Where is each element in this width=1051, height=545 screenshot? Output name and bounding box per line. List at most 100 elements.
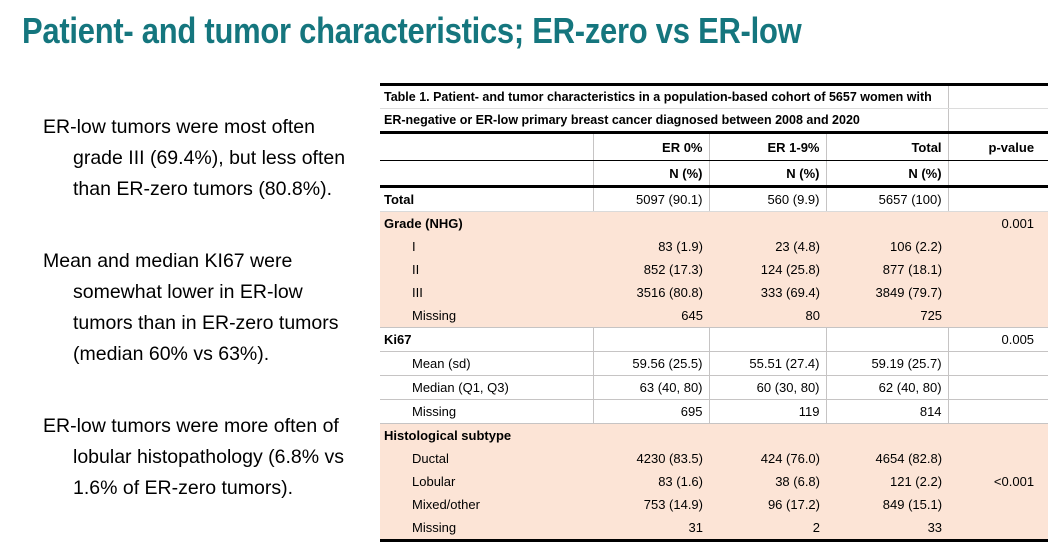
- row-label: Histological subtype: [380, 423, 593, 447]
- cell-value: 121 (2.2): [826, 470, 949, 493]
- row-label: III: [380, 281, 593, 304]
- cell-value: 852 (17.3): [593, 258, 709, 281]
- table-caption-line1: Table 1. Patient- and tumor characterist…: [380, 83, 949, 109]
- column-header-total: Total: [825, 132, 949, 161]
- row-label: Missing: [380, 304, 593, 328]
- table-row: Missing 695 119 814: [380, 399, 1049, 424]
- row-label: Median (Q1, Q3): [380, 375, 593, 400]
- row-label: Ki67: [380, 327, 593, 352]
- table-row: III 3516 (80.8) 333 (69.4) 3849 (79.7): [380, 281, 1049, 304]
- table-row: Mean (sd) 59.56 (25.5) 55.51 (27.4) 59.19 (…: [380, 351, 1049, 376]
- subheader-cell: N (%): [825, 160, 949, 188]
- cell-value: 333 (69.4): [709, 281, 826, 304]
- row-label: Missing: [380, 399, 593, 424]
- row-label: II: [380, 258, 593, 281]
- cell-value: [825, 327, 949, 352]
- cell-value: 4230 (83.5): [593, 447, 709, 470]
- cell-value: 23 (4.8): [709, 235, 826, 258]
- note-paragraph: ER-low tumors were more often of lobular…: [43, 415, 344, 499]
- cell-value: [948, 281, 1049, 304]
- table-caption-row: ER-negative or ER-low primary breast can…: [380, 108, 1049, 134]
- cell-value: 60 (30, 80): [708, 375, 826, 400]
- table-row: Grade (NHG) 0.001: [380, 211, 1049, 235]
- cell-value: [948, 304, 1049, 328]
- cell-value: 3849 (79.7): [826, 281, 949, 304]
- summary-notes: ER-low tumors were most often grade III …: [43, 112, 403, 545]
- cell-value: [592, 327, 709, 352]
- column-header-er0: ER 0%: [592, 132, 709, 161]
- cell-value: 814: [825, 399, 949, 424]
- cell-value: [948, 235, 1049, 258]
- row-label: Grade (NHG): [380, 211, 593, 235]
- cell-value: 849 (15.1): [826, 493, 949, 516]
- row-label: Mean (sd): [380, 351, 593, 376]
- cell-value: 80: [709, 304, 826, 328]
- cell-value: 33: [826, 516, 949, 542]
- cell-value: [593, 423, 709, 447]
- cell-value: 31: [593, 516, 709, 542]
- cell-value: [948, 423, 1049, 447]
- cell-value: [826, 423, 949, 447]
- subheader-cell: N (%): [708, 160, 826, 188]
- caption-side-cell: [948, 108, 1049, 134]
- cell-value: 83 (1.9): [593, 235, 709, 258]
- table-body: Total 5097 (90.1) 560 (9.9) 5657 (100) Grade…: [380, 186, 1049, 542]
- table-header-row: ER 0% ER 1-9% Total p-value: [380, 132, 1049, 161]
- cell-value: 96 (17.2): [709, 493, 826, 516]
- cell-value: 106 (2.2): [826, 235, 949, 258]
- cell-value: 4654 (82.8): [826, 447, 949, 470]
- table-row: Total 5097 (90.1) 560 (9.9) 5657 (100): [380, 186, 1049, 212]
- cell-value: 424 (76.0): [709, 447, 826, 470]
- table-row: II 852 (17.3) 124 (25.8) 877 (18.1): [380, 258, 1049, 281]
- cell-value: 62 (40, 80): [825, 375, 949, 400]
- table-row: Ductal 4230 (83.5) 424 (76.0) 4654 (82.8): [380, 447, 1049, 470]
- cell-value: 5657 (100): [825, 186, 949, 212]
- cell-value: 560 (9.9): [708, 186, 826, 212]
- table-row: Missing 645 80 725: [380, 304, 1049, 328]
- page-title: Patient- and tumor characteristics; ER-z…: [22, 10, 802, 51]
- note-paragraph: Mean and median KI67 were somewhat lower…: [43, 250, 339, 365]
- subheader-cell: [947, 160, 1049, 188]
- cell-value: 645: [593, 304, 709, 328]
- cell-value: 3516 (80.8): [593, 281, 709, 304]
- table-row: Lobular 83 (1.6) 38 (6.8) 121 (2.2) <0.001: [380, 470, 1049, 493]
- cell-value: 83 (1.6): [593, 470, 709, 493]
- row-label: Mixed/other: [380, 493, 593, 516]
- cell-value: 59.19 (25.7): [825, 351, 949, 376]
- cell-value: 2: [709, 516, 826, 542]
- row-label: Ductal: [380, 447, 593, 470]
- row-label: Total: [380, 186, 593, 212]
- cell-value: 124 (25.8): [709, 258, 826, 281]
- cell-value: 753 (14.9): [593, 493, 709, 516]
- cell-value: 877 (18.1): [826, 258, 949, 281]
- cell-value: [947, 351, 1049, 376]
- cell-value: [947, 186, 1049, 212]
- row-label: Missing: [380, 516, 593, 542]
- table-caption-line2: ER-negative or ER-low primary breast can…: [380, 108, 949, 134]
- cell-value: 59.56 (25.5): [592, 351, 709, 376]
- table-row: Median (Q1, Q3) 63 (40, 80) 60 (30, 80) 62 …: [380, 375, 1049, 400]
- column-header: [380, 132, 593, 161]
- cell-value: 119: [708, 399, 826, 424]
- table-row: Mixed/other 753 (14.9) 96 (17.2) 849 (15.1): [380, 493, 1049, 516]
- characteristics-table: Table 1. Patient- and tumor characterist…: [380, 83, 1049, 542]
- cell-value: [948, 493, 1049, 516]
- cell-value: [826, 211, 949, 235]
- cell-value: [708, 327, 826, 352]
- table-row: I 83 (1.9) 23 (4.8) 106 (2.2): [380, 235, 1049, 258]
- cell-value: 55.51 (27.4): [708, 351, 826, 376]
- table-row: Histological subtype: [380, 423, 1049, 447]
- table-subheader-row: N (%) N (%) N (%): [380, 160, 1049, 188]
- note-paragraph: ER-low tumors were most often grade III …: [43, 116, 346, 200]
- cell-value: [709, 211, 826, 235]
- cell-value: [947, 399, 1049, 424]
- cell-value: 0.005: [947, 327, 1049, 352]
- cell-value: 5097 (90.1): [592, 186, 709, 212]
- cell-value: [948, 516, 1049, 542]
- cell-value: 695: [592, 399, 709, 424]
- cell-value: <0.001: [948, 470, 1049, 493]
- subheader-cell: N (%): [592, 160, 709, 188]
- column-header-er19: ER 1-9%: [708, 132, 826, 161]
- row-label: I: [380, 235, 593, 258]
- cell-value: 38 (6.8): [709, 470, 826, 493]
